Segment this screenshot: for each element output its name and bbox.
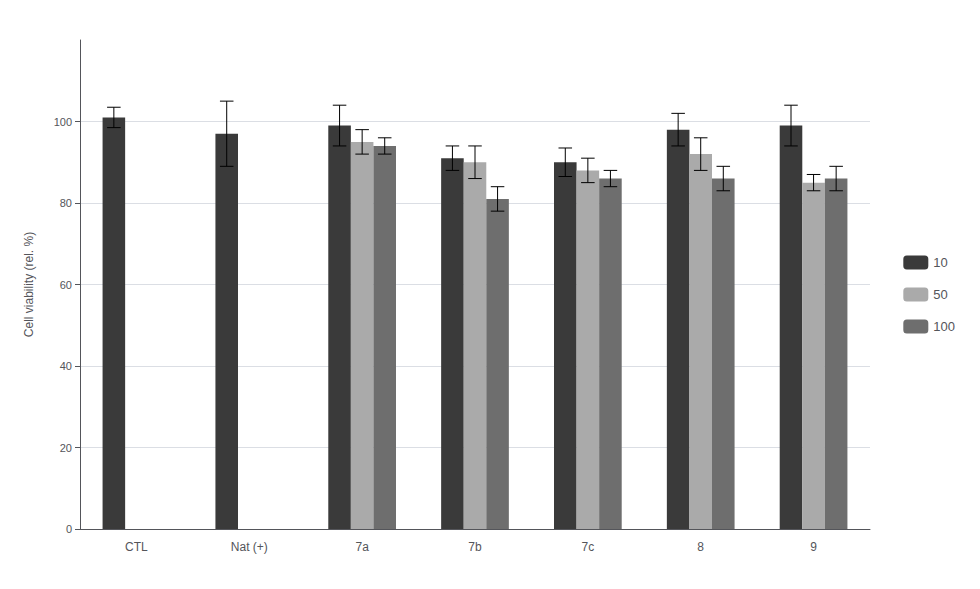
svg-text:50: 50	[933, 287, 947, 302]
svg-text:0: 0	[66, 523, 72, 535]
svg-text:Nat (+): Nat (+)	[231, 540, 268, 554]
svg-text:8: 8	[697, 540, 704, 554]
svg-text:9: 9	[810, 540, 817, 554]
svg-text:100: 100	[933, 319, 955, 334]
svg-text:10: 10	[933, 255, 947, 270]
svg-text:CTL: CTL	[125, 540, 148, 554]
svg-text:7a: 7a	[355, 540, 369, 554]
svg-text:60: 60	[60, 279, 72, 291]
svg-text:Cell viability (rel. %): Cell viability (rel. %)	[22, 232, 36, 337]
svg-text:40: 40	[60, 360, 72, 372]
svg-text:100: 100	[54, 116, 72, 128]
svg-text:80: 80	[60, 197, 72, 209]
svg-text:7c: 7c	[582, 540, 595, 554]
svg-text:20: 20	[60, 442, 72, 454]
svg-text:7b: 7b	[468, 540, 482, 554]
